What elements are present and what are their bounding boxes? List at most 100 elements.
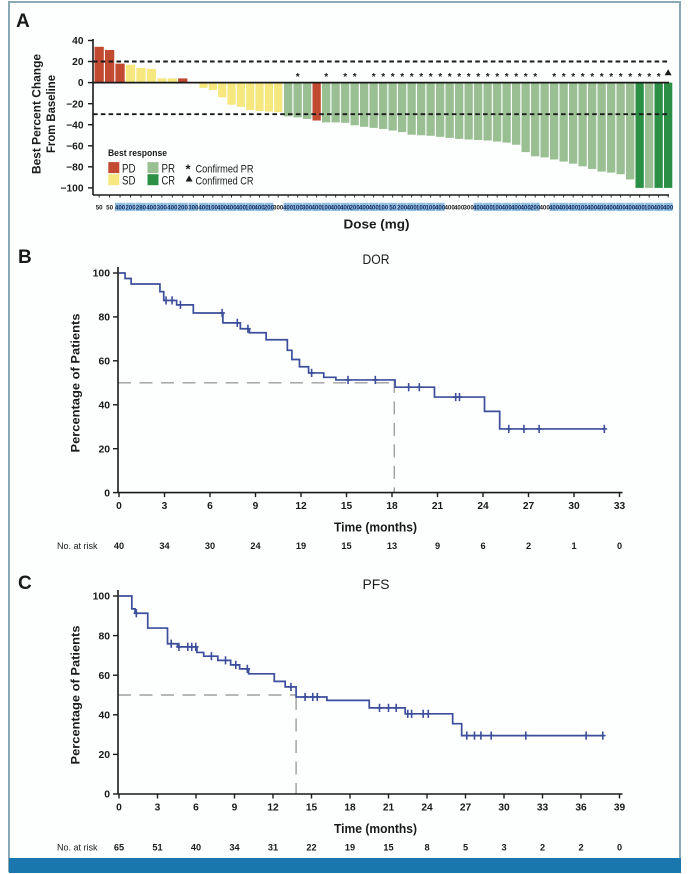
svg-text:B: B: [18, 247, 32, 268]
svg-text:8: 8: [424, 843, 429, 853]
svg-text:100: 100: [492, 205, 503, 212]
svg-text:34: 34: [229, 843, 240, 853]
svg-text:Percentage of Patients: Percentage of Patients: [69, 625, 83, 764]
svg-text:SD: SD: [122, 176, 136, 188]
svg-text:*: *: [410, 72, 414, 83]
svg-text:Confirmed CR: Confirmed CR: [196, 176, 254, 188]
svg-text:400: 400: [596, 205, 607, 212]
svg-text:19: 19: [296, 541, 306, 551]
svg-text:300: 300: [157, 205, 168, 212]
svg-text:80: 80: [98, 631, 110, 642]
svg-text:40: 40: [191, 843, 201, 853]
svg-text:400: 400: [454, 205, 465, 212]
svg-text:*: *: [448, 72, 452, 83]
svg-text:9: 9: [435, 541, 440, 551]
svg-text:A: A: [16, 11, 30, 32]
svg-text:0: 0: [617, 843, 622, 853]
svg-text:1: 1: [571, 541, 576, 551]
svg-text:100: 100: [425, 205, 436, 212]
svg-text:24: 24: [250, 541, 261, 551]
svg-text:*: *: [619, 72, 623, 83]
svg-text:60: 60: [98, 357, 110, 368]
svg-text:400: 400: [167, 205, 178, 212]
svg-text:50: 50: [106, 205, 113, 212]
svg-text:24: 24: [477, 501, 489, 512]
svg-text:21: 21: [383, 802, 395, 813]
svg-text:400: 400: [663, 205, 674, 212]
svg-text:30: 30: [498, 802, 510, 813]
svg-text:36: 36: [575, 802, 587, 813]
svg-text:400: 400: [539, 205, 550, 212]
svg-text:*: *: [429, 72, 433, 83]
svg-text:400: 400: [568, 205, 579, 212]
svg-text:C: C: [18, 573, 32, 594]
svg-text:*: *: [657, 72, 661, 83]
svg-text:*: *: [533, 72, 537, 83]
svg-text:13: 13: [387, 541, 397, 551]
svg-text:Percentage of Patients: Percentage of Patients: [69, 313, 83, 452]
svg-text:*: *: [457, 72, 461, 83]
svg-text:33: 33: [614, 501, 626, 512]
svg-text:Best Percent Change: Best Percent Change: [30, 54, 44, 174]
svg-text:0: 0: [104, 790, 110, 801]
svg-text:100: 100: [93, 269, 111, 280]
svg-text:100: 100: [292, 205, 303, 212]
svg-text:400: 400: [198, 205, 209, 212]
svg-text:15: 15: [341, 541, 351, 551]
svg-text:*: *: [467, 72, 471, 83]
svg-text:3: 3: [155, 802, 161, 813]
svg-text:*: *: [391, 72, 395, 83]
svg-text:0: 0: [78, 78, 84, 89]
svg-text:*: *: [647, 72, 651, 83]
svg-text:0: 0: [116, 802, 122, 813]
svg-text:400: 400: [625, 205, 636, 212]
svg-text:*: *: [505, 72, 509, 83]
svg-text:6: 6: [480, 541, 485, 551]
svg-text:40: 40: [72, 36, 84, 47]
svg-text:−100: −100: [61, 184, 84, 195]
svg-text:*: *: [628, 72, 632, 83]
svg-text:400: 400: [311, 205, 322, 212]
svg-text:200: 200: [349, 205, 360, 212]
svg-text:100: 100: [321, 205, 332, 212]
svg-text:9: 9: [232, 802, 238, 813]
svg-text:400: 400: [473, 205, 484, 212]
svg-text:6: 6: [193, 802, 199, 813]
svg-text:27: 27: [460, 802, 472, 813]
svg-text:400: 400: [606, 205, 617, 212]
svg-text:12: 12: [267, 802, 279, 813]
svg-text:400: 400: [236, 205, 247, 212]
svg-text:*: *: [186, 162, 192, 177]
svg-text:400: 400: [217, 205, 228, 212]
svg-text:3: 3: [501, 843, 506, 853]
svg-text:200: 200: [530, 205, 541, 212]
svg-text:39: 39: [614, 802, 626, 813]
svg-text:31: 31: [268, 843, 278, 853]
svg-text:200: 200: [397, 205, 408, 212]
svg-text:50: 50: [389, 205, 396, 212]
svg-text:400: 400: [444, 205, 455, 212]
svg-text:18: 18: [344, 802, 356, 813]
svg-text:280: 280: [136, 205, 147, 212]
svg-text:400: 400: [634, 205, 645, 212]
svg-text:400: 400: [615, 205, 626, 212]
svg-text:400: 400: [283, 205, 294, 212]
svg-text:15: 15: [383, 843, 393, 853]
svg-text:*: *: [400, 72, 404, 83]
svg-text:*: *: [638, 72, 642, 83]
svg-text:400: 400: [340, 205, 351, 212]
svg-text:2: 2: [526, 541, 531, 551]
svg-text:400: 400: [558, 205, 569, 212]
svg-text:*: *: [381, 72, 385, 83]
svg-text:60: 60: [98, 671, 110, 682]
svg-text:−60: −60: [66, 141, 84, 152]
svg-text:200: 200: [264, 205, 275, 212]
svg-text:50: 50: [96, 205, 103, 212]
svg-text:400: 400: [520, 205, 531, 212]
svg-text:18: 18: [386, 501, 398, 512]
svg-text:No. at risk: No. at risk: [57, 843, 98, 853]
svg-text:400: 400: [653, 205, 664, 212]
svg-text:20: 20: [98, 750, 110, 761]
svg-text:19: 19: [345, 843, 355, 853]
svg-text:400: 400: [435, 205, 446, 212]
